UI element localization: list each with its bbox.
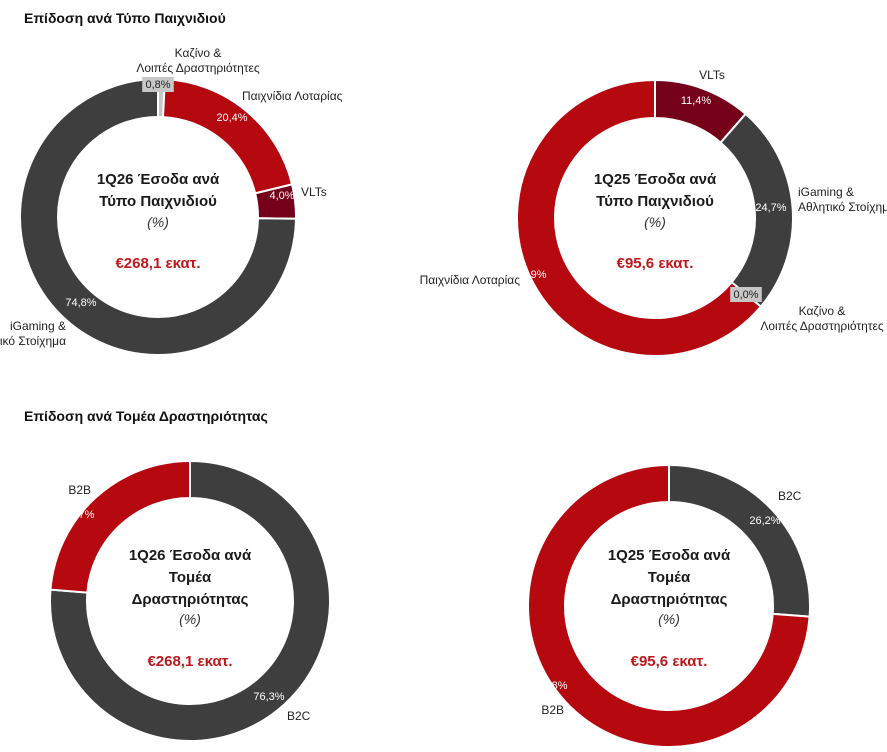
value-label: 23,7% — [63, 509, 94, 521]
value-label-bg — [730, 287, 762, 302]
value-label-bg — [142, 77, 174, 92]
category-label: Καζίνο & Λοιπές Δραστηριότητες — [760, 304, 884, 333]
category-label: VLTs — [301, 185, 327, 199]
center-total-value: €95,6 εκατ. — [631, 653, 708, 670]
value-label: 74,8% — [65, 297, 96, 309]
center-title: 1Q25 Έσοδα ανά — [608, 547, 731, 564]
value-label: 76,3% — [253, 691, 284, 703]
value-label: 24,7% — [755, 202, 786, 214]
center-title: Δραστηριότητας — [611, 591, 728, 608]
donut-slice — [49, 459, 191, 594]
center-unit: (%) — [658, 611, 680, 627]
center-title: 1Q26 Έσοδα ανά — [129, 547, 252, 564]
center-title: Τύπο Παιχνιδιού — [99, 193, 217, 210]
center-unit: (%) — [147, 214, 169, 230]
donut-slice — [19, 77, 298, 356]
section-title-game-type: Επίδοση ανά Τύπο Παιχνιδιού — [24, 10, 226, 26]
donut-slice — [516, 78, 763, 357]
value-label: 0,8% — [145, 79, 170, 91]
donut-chart-2: 11,4% 24,7% 0,0% 63,9% VLTs iGaming & Αθλητικό… — [420, 68, 887, 357]
value-label: 11,4% — [681, 95, 712, 107]
section-title-segment: Επίδοση ανά Τομέα Δραστηριότητας — [24, 408, 268, 424]
center-total-value: €268,1 εκατ. — [147, 653, 232, 670]
category-label: Παιχνίδια Λοταρίας — [242, 89, 343, 103]
donut-slice — [49, 459, 331, 742]
center-unit: (%) — [179, 611, 201, 627]
category-label: B2C — [287, 709, 311, 723]
value-label: 63,9% — [515, 269, 546, 281]
category-label: B2C — [778, 489, 802, 503]
value-label: 0,0% — [733, 289, 758, 301]
category-label: B2B — [68, 483, 91, 497]
value-label: 73,8% — [536, 680, 567, 692]
center-total-value: €268,1 εκατ. — [115, 255, 200, 272]
category-label: B2B — [541, 703, 564, 717]
donut-slice — [527, 463, 811, 748]
center-title: Τομέα — [169, 569, 212, 586]
donut-chart-3: 76,3% 23,7% B2C B2B 1Q26 Έσοδα ανά Τομέα Δραστ… — [49, 459, 331, 742]
donut-chart-1: 0,8% 20,4% 4,0% 74,8% Καζίνο & Λοιπές Δραστηρ… — [0, 46, 343, 356]
category-label: VLTs — [699, 68, 725, 82]
category-label: Παιχνίδια Λοταρίας — [420, 273, 521, 287]
center-title: 1Q26 Έσοδα ανά — [97, 171, 220, 188]
value-label: 20,4% — [216, 112, 247, 124]
category-label: iGaming &Αθλητικό Στοίχημα — [0, 319, 66, 348]
category-label: Καζίνο & Λοιπές Δραστηριότητες — [136, 46, 260, 75]
center-total-value: €95,6 εκατ. — [617, 255, 694, 272]
center-unit: (%) — [644, 214, 666, 230]
center-title: Τύπο Παιχνιδιού — [596, 193, 714, 210]
value-label: 4,0% — [269, 190, 294, 202]
donut-chart-4: 26,2% 73,8% B2C B2B 1Q25 Έσοδα ανά Τομέα Δραστ… — [527, 463, 811, 748]
category-label: iGaming &Αθλητικό Στοίχημα — [798, 185, 887, 214]
value-label: 26,2% — [749, 515, 780, 527]
center-title: 1Q25 Έσοδα ανά — [594, 171, 717, 188]
center-title: Τομέα — [648, 569, 691, 586]
center-title: Δραστηριότητας — [132, 591, 249, 608]
